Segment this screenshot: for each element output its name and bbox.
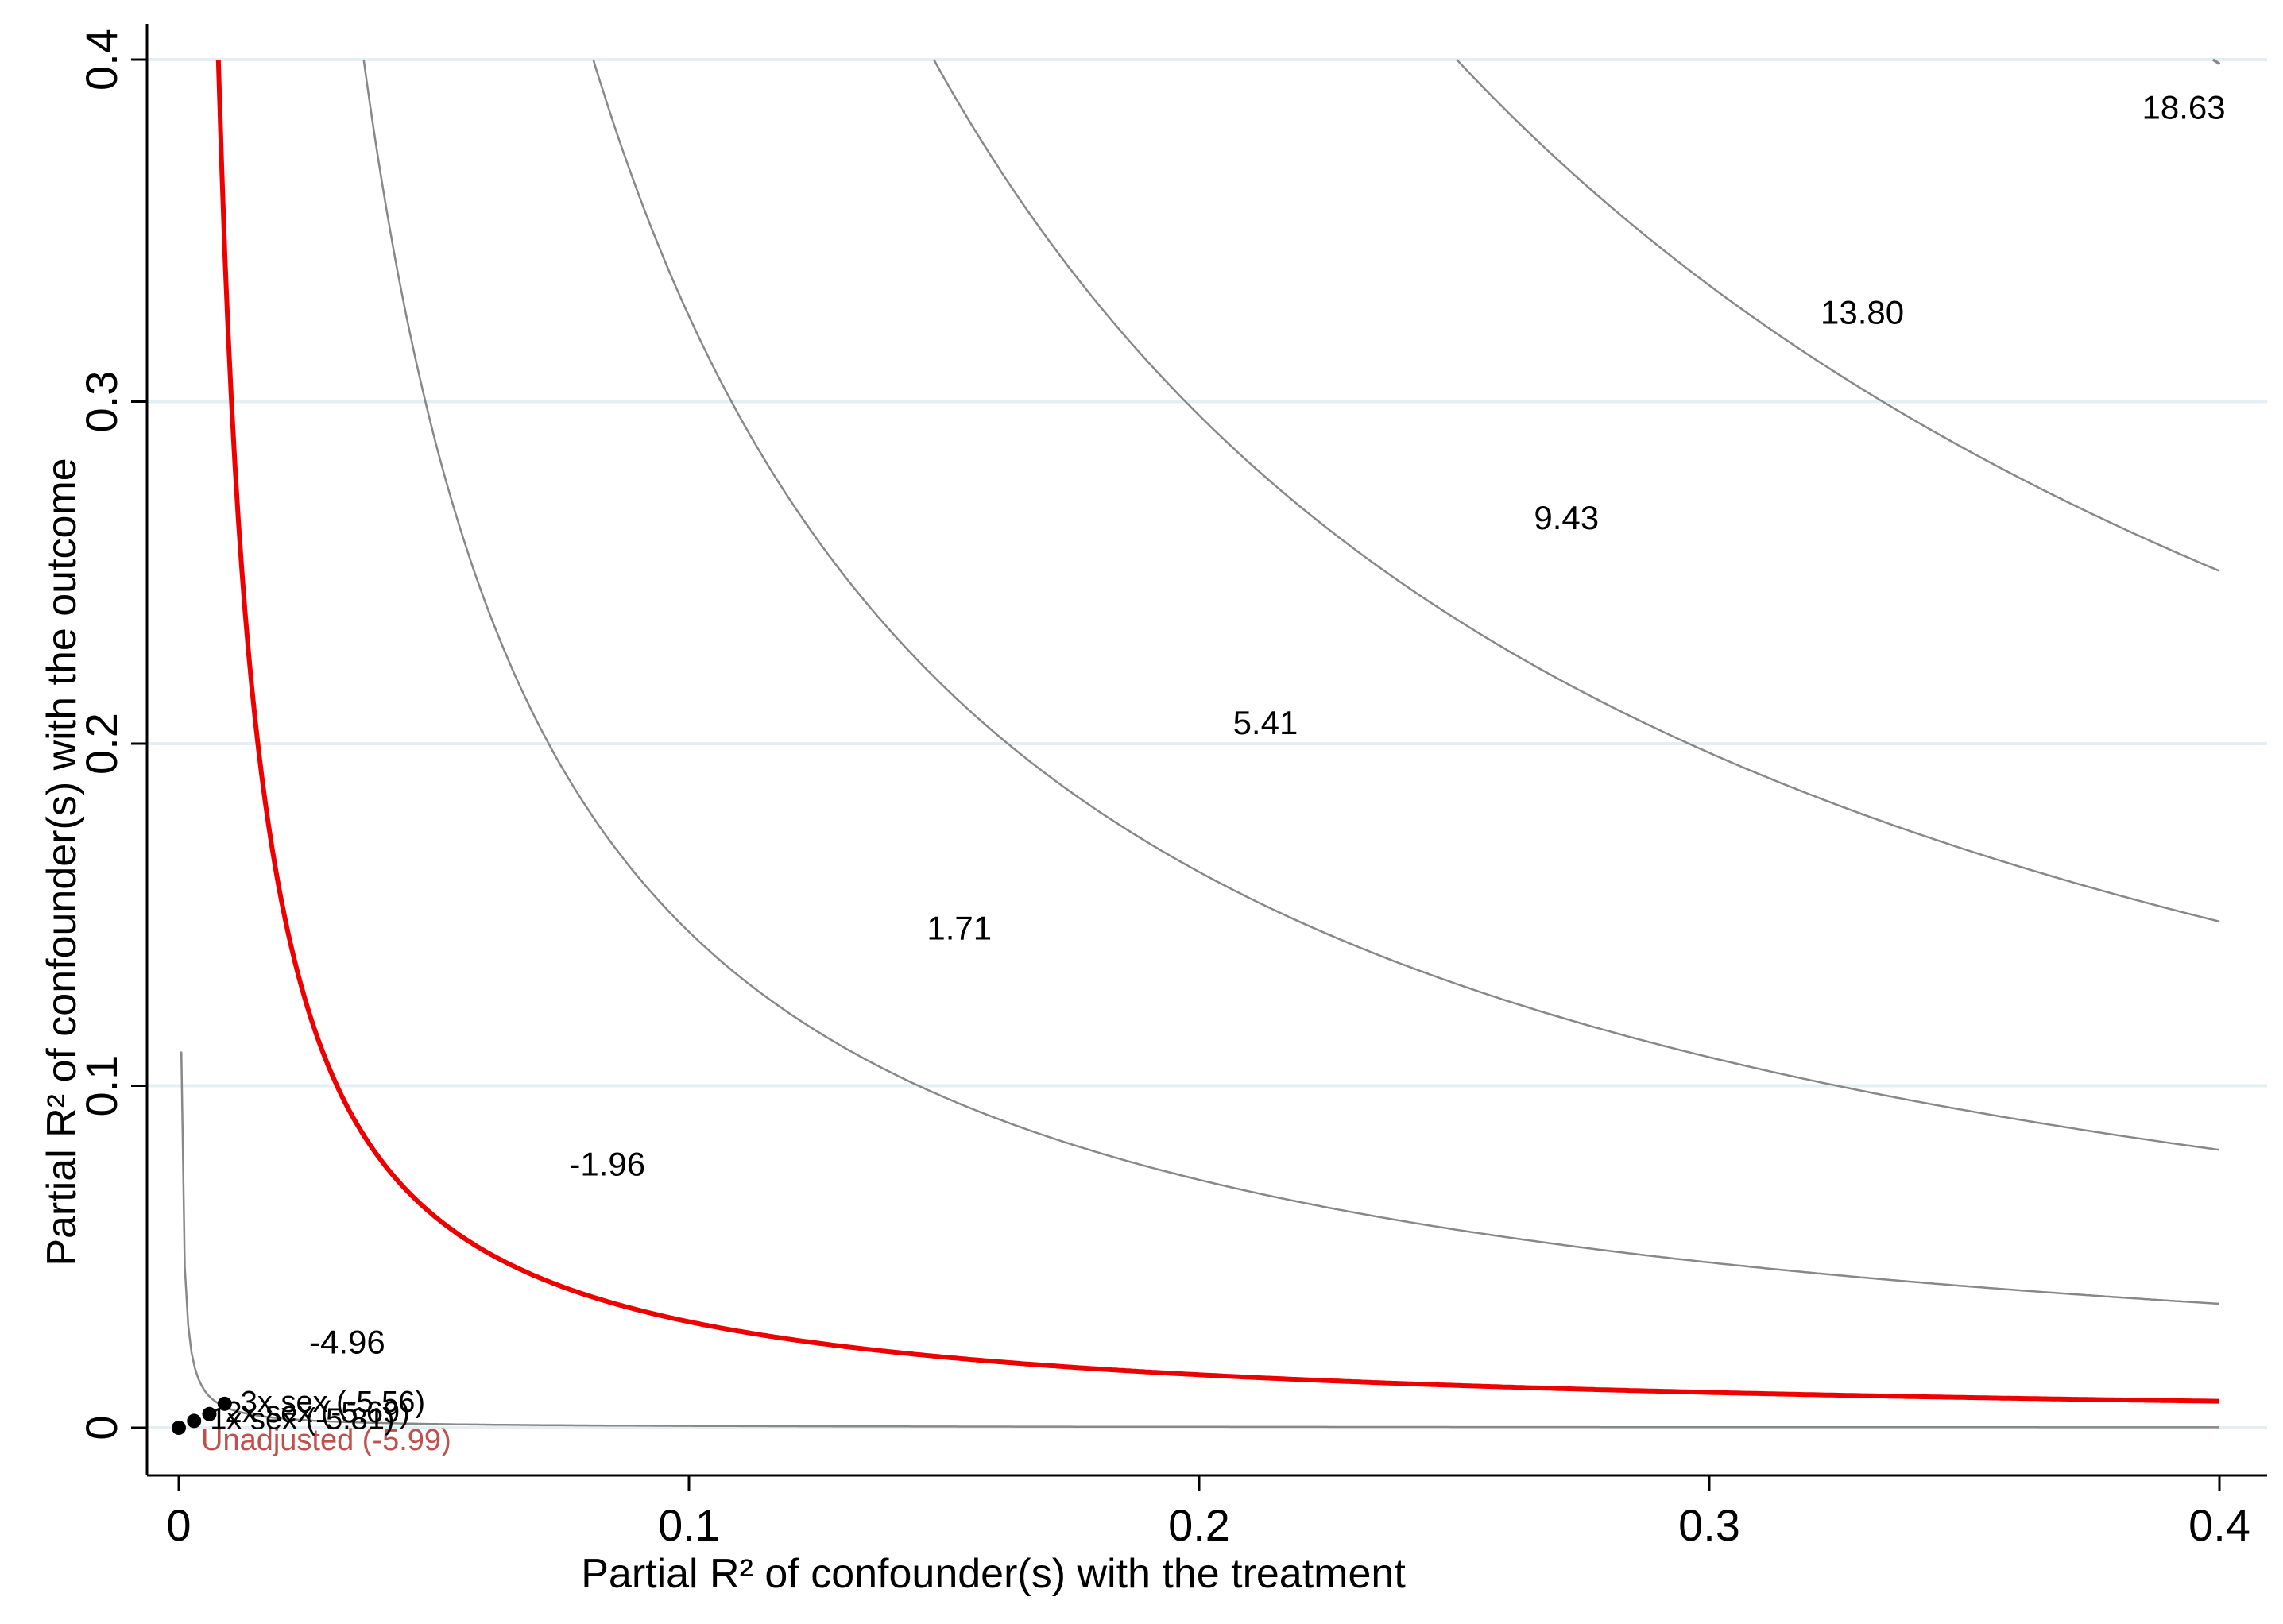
contour-line-5 (1456, 59, 2220, 572)
x-tick-label-1: 0.1 (658, 1500, 720, 1550)
contour-lines (180, 58, 2221, 1429)
contour-label-2: 1.71 (927, 909, 992, 946)
unadjusted-point (172, 1421, 186, 1435)
bound-point-2 (217, 1396, 232, 1411)
contour-label-3: 5.41 (1233, 704, 1298, 741)
x-tick-label-0: 0 (166, 1500, 191, 1550)
x-axis-title: Partial R² of confounder(s) with the tre… (581, 1551, 1406, 1597)
benchmark-points: Unadjusted (-5.99)1x sex (-5.81)2x sex (… (172, 1386, 451, 1457)
contour-line-1 (215, 59, 2219, 1404)
bound-point-1 (202, 1406, 217, 1421)
contour-label-0: -4.96 (309, 1323, 385, 1360)
y-tick-label-4: 0.4 (76, 29, 126, 91)
contour-line-2 (362, 59, 2220, 1305)
bound-point-0 (187, 1413, 202, 1429)
x-tick-label-4: 0.4 (2188, 1500, 2250, 1550)
contour-line-4 (933, 59, 2220, 923)
contour-line-6 (2211, 58, 2221, 65)
bound-label-0: 1x sex (-5.81) (210, 1402, 394, 1436)
contour-label-4: 9.43 (1534, 499, 1599, 536)
contour-label-6: 18.63 (2142, 88, 2226, 126)
y-axis-title: Partial R² of confounder(s) with the out… (39, 458, 85, 1266)
y-tick-label-2: 0.2 (76, 713, 126, 775)
y-tick-label-0: 0 (76, 1415, 126, 1440)
y-tick-label-1: 0.1 (76, 1055, 126, 1117)
unadjusted-label: Unadjusted (-5.99) (201, 1424, 451, 1457)
contour-line-3 (592, 59, 2220, 1151)
contour-line-0 (180, 1051, 2219, 1429)
bound-label-2: 3x sex (-5.56) (241, 1386, 425, 1419)
bound-label-1: 2x sex (-5.69) (226, 1396, 410, 1429)
x-tick-label-2: 0.2 (1168, 1500, 1230, 1550)
y-tick-label-3: 0.3 (76, 371, 126, 433)
contour-labels: -4.96 -1.96 1.71 5.41 9.43 13.80 18.63 (309, 88, 2226, 1360)
contour-label-1: -1.96 (569, 1146, 645, 1183)
axes: 0 0.1 0.2 0.3 0.4 0 0.1 0.2 0.3 0.4 (76, 24, 2267, 1550)
x-tick-label-3: 0.3 (1678, 1500, 1740, 1550)
contour-label-5: 13.80 (1821, 294, 1904, 331)
